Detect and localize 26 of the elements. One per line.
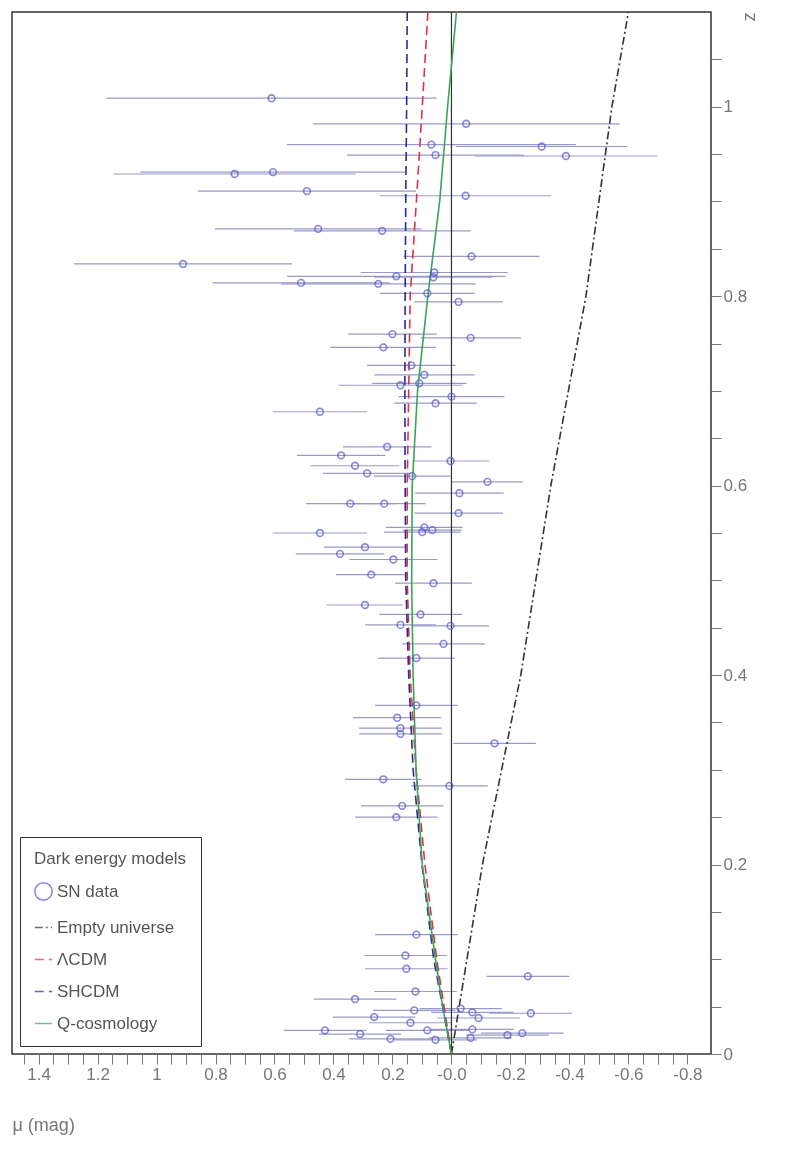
x-tick-label: -0.4 (555, 1064, 585, 1084)
y-tick-label: 0 (723, 1044, 733, 1064)
legend-label: SHCDM (57, 981, 120, 1001)
x-tick-label: 1.2 (86, 1064, 110, 1084)
legend-label: SN data (57, 881, 119, 901)
y-axis-title: z (739, 12, 760, 22)
x-tick-label: -0.6 (614, 1064, 644, 1084)
legend-label: Empty universe (57, 917, 175, 937)
x-tick-label: -0.0 (437, 1064, 467, 1084)
y-tick-label: 1 (723, 97, 733, 117)
legend-label: Q-cosmology (57, 1013, 158, 1033)
y-tick-label: 0.2 (723, 855, 748, 875)
x-tick-label: 1 (152, 1064, 162, 1084)
y-tick-label: 0.4 (723, 665, 748, 685)
x-tick-label: 0.4 (322, 1064, 346, 1084)
x-tick-label: 0.2 (381, 1064, 405, 1084)
x-tick-label: -0.8 (673, 1064, 703, 1084)
x-tick-label: 0.6 (263, 1064, 287, 1084)
legend-label: ΛCDM (57, 949, 108, 969)
x-tick-label: 0.8 (204, 1064, 228, 1084)
y-tick-label: 0.8 (723, 286, 748, 306)
x-tick-label: -0.2 (496, 1064, 526, 1084)
legend-title: Dark energy models (34, 849, 187, 868)
x-axis-title: μ (mag) (12, 1114, 75, 1135)
x-tick-label: 1.4 (27, 1064, 51, 1084)
y-tick-label: 0.6 (723, 476, 748, 496)
